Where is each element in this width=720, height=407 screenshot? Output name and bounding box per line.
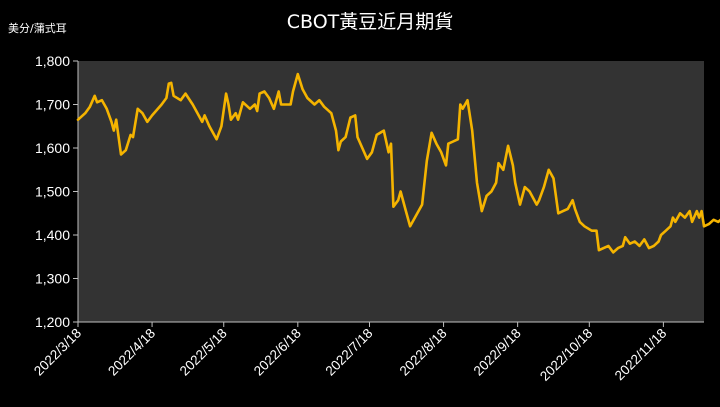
x-tick-label: 2022/7/18 [323,326,376,379]
x-tick-label: 2022/10/18 [537,326,595,384]
y-axis: 1,200 1,300 1,400 1,500 1,600 1,700 1,800 [35,53,79,330]
x-tick-label: 2022/4/18 [105,326,158,379]
price-line [76,72,720,254]
x-tick-label: 2022/5/18 [177,326,230,379]
y-tick-label: 1,600 [35,140,70,156]
unit-label: 美分/蒲式耳 [8,21,67,35]
y-tick-label: 1,300 [35,271,70,287]
x-tick-label: 2022/11/18 [612,326,670,384]
x-tick-label: 2022/3/18 [31,326,84,379]
x-tick-label: 2022/8/18 [397,326,450,379]
plot-area [78,61,704,322]
x-tick-label: 2022/6/18 [251,326,304,379]
x-tick-label: 2022/9/18 [471,326,524,379]
chart-title: CBOT黃豆近月期貨 [287,11,454,33]
y-tick-label: 1,800 [35,53,70,69]
y-tick-label: 1,500 [35,184,70,200]
y-tick-label: 1,700 [35,97,70,113]
y-tick-label: 1,400 [35,227,70,243]
y-tick-label: 1,200 [35,314,70,330]
x-axis: 2022/3/18 2022/4/18 2022/5/18 2022/6/18 2022… [31,321,704,384]
